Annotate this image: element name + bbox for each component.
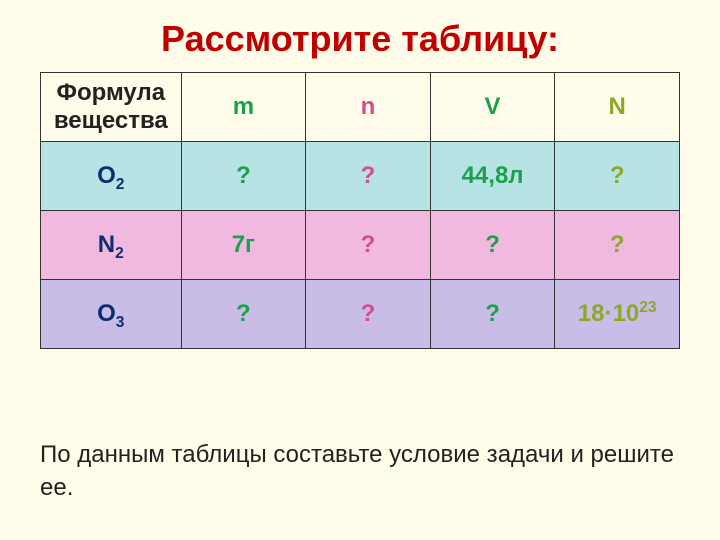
value-cell: ? [555,142,680,211]
value-cell: 18·1023 [555,280,680,349]
value-cell: ? [306,280,431,349]
header-formula: Формулавещества [41,73,182,142]
value-cell: ? [555,211,680,280]
formula-cell: O2 [41,142,182,211]
formula-cell: O3 [41,280,182,349]
value-cell: ? [306,211,431,280]
header-col: n [306,73,431,142]
value-cell: 44,8л [430,142,555,211]
value-cell: ? [430,280,555,349]
table-head: ФормулавеществаmnVN [41,73,680,142]
header-row: ФормулавеществаmnVN [41,73,680,142]
table-row: O3???18·1023 [41,280,680,349]
header-col: m [181,73,306,142]
table-body: O2??44,8л?N27г???O3???18·1023 [41,142,680,349]
value-cell: ? [306,142,431,211]
formula-cell: N2 [41,211,182,280]
value-cell: ? [181,280,306,349]
value-cell: ? [181,142,306,211]
value-cell: 7г [181,211,306,280]
slide-title: Рассмотрите таблицу: [0,0,720,72]
header-col: N [555,73,680,142]
table-row: N27г??? [41,211,680,280]
slide-caption: По данным таблицы составьте условие зада… [40,439,680,504]
header-col: V [430,73,555,142]
table-row: O2??44,8л? [41,142,680,211]
slide: { "title": { "text": "Рассмотрите таблиц… [0,0,720,540]
data-table: ФормулавеществаmnVN O2??44,8л?N27г???O3?… [40,72,680,349]
value-cell: ? [430,211,555,280]
